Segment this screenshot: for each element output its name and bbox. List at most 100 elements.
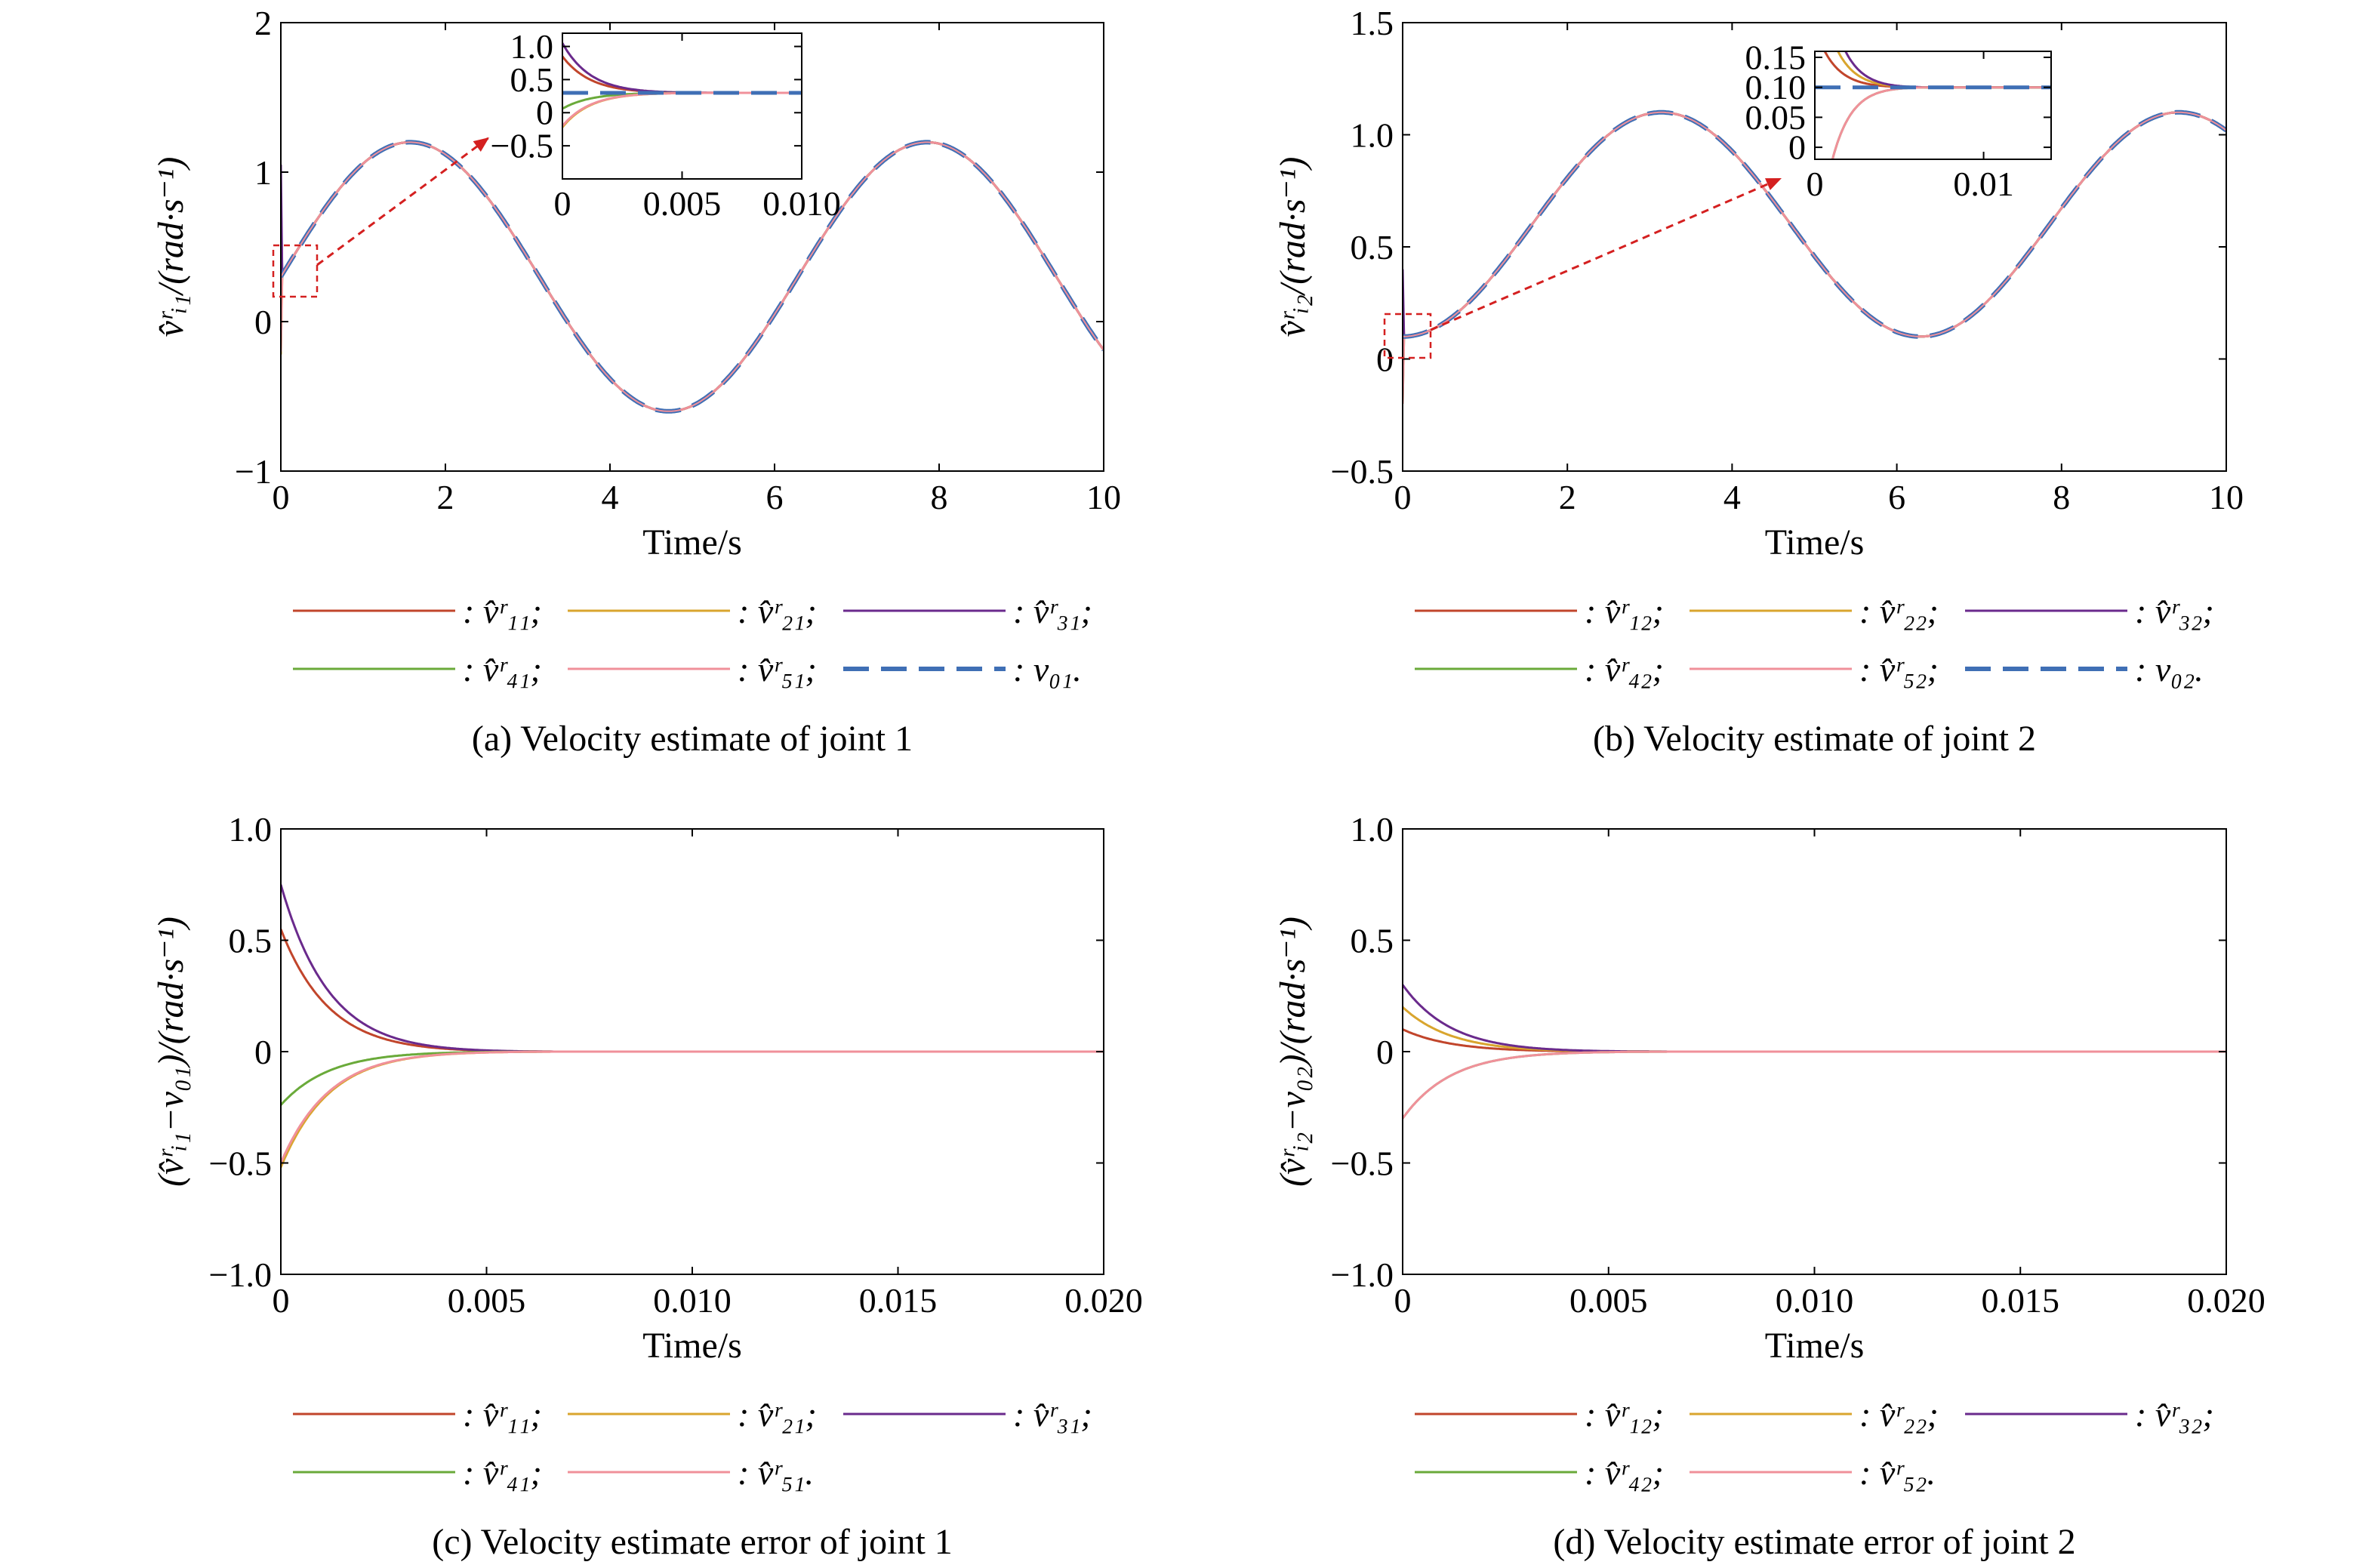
axis-ytick-label: −0.5: [209, 1144, 272, 1183]
axis-xtick-label: 0: [1394, 1281, 1412, 1320]
inset-ytick-label: 0.5: [510, 60, 554, 99]
series-line: [281, 140, 1104, 413]
inset-b: 0 0.01 0.150.100.050: [1745, 38, 2052, 203]
series-line: [281, 884, 1104, 1053]
series-line: [281, 929, 1104, 1053]
series-line: [1403, 984, 2226, 1053]
legend-entry: : v̂ʳ₃₁;: [843, 1395, 1092, 1434]
legend-label: : v̂ʳ₂₁;: [738, 592, 817, 630]
axis-ytick-label: −0.5: [1331, 452, 1394, 491]
axis-xtick-label: 0.015: [1982, 1281, 2060, 1320]
plot-area: [281, 140, 1104, 414]
legend-entry: : v̂ʳ₁₁;: [293, 592, 542, 630]
inset-xtick-label: 0.010: [762, 184, 841, 223]
y-axis-label: (v̂ʳᵢ₁−v₀₁)/(rad·s⁻¹): [151, 916, 191, 1187]
legend-label: : v̂ʳ₅₁.: [738, 1453, 814, 1492]
legend-entry: : v₀₂.: [1965, 650, 2204, 689]
legend-label: : v̂ʳ₄₁;: [463, 1453, 542, 1492]
zoom-arrow-line: [316, 136, 490, 266]
inset-ytick-label: 0: [536, 94, 553, 132]
axis-xtick-label: 0: [273, 1281, 290, 1320]
zoom-box: [272, 244, 319, 298]
axis-xtick-label: 0.005: [1569, 1281, 1648, 1320]
axis-xtick-label: 10: [1086, 478, 1121, 516]
series-line: [281, 140, 1104, 413]
plot-area: [281, 884, 1104, 1168]
x-axis-label: Time/s: [1765, 1326, 1865, 1366]
legend-label: : v̂ʳ₄₁;: [463, 650, 542, 689]
axis-ytick-label: 0: [254, 1033, 272, 1071]
legend-entry: : v̂ʳ₃₂;: [1965, 592, 2214, 630]
legend-label: : v₀₁.: [1013, 650, 1082, 689]
axis-xtick-label: 6: [1888, 478, 1905, 516]
inset-xtick-label: 0: [1807, 165, 1824, 203]
y-axis-label: v̂ʳᵢ₂/(rad·s⁻¹): [1273, 157, 1313, 337]
series-line: [281, 1050, 1104, 1164]
panel-caption: (c) Velocity estimate error of joint 1: [432, 1522, 953, 1562]
legend-entry: : v̂ʳ₅₁.: [568, 1453, 814, 1492]
axis-xtick-label: 0: [273, 478, 290, 516]
legend-entry: : v̂ʳ₁₂;: [1415, 1395, 1664, 1434]
axis-xtick-label: 8: [931, 478, 948, 516]
legend-entry: : v̂ʳ₅₂;: [1690, 650, 1939, 689]
legend-entry: : v₀₁.: [843, 650, 1082, 689]
panel-d: 0 0.005 0.010 0.015 0.020 −1.0 −0.5 0 0.5 1.0 Time…: [1273, 810, 2266, 1562]
axis-ytick-label: −0.5: [1331, 1144, 1394, 1183]
legend-label: : v̂ʳ₂₁;: [738, 1395, 817, 1434]
axis-ytick-label: 1.0: [1351, 116, 1394, 155]
axis-xtick-label: 8: [2053, 478, 2070, 516]
legend-label: : v̂ʳ₁₂;: [1585, 592, 1664, 630]
axis-xtick-label: 0.010: [1776, 1281, 1854, 1320]
axis-ytick-label: 0: [1376, 340, 1394, 379]
inset-bg: [1815, 51, 2051, 159]
legend-entry: : v̂ʳ₄₂;: [1415, 1453, 1664, 1492]
inset-ytick-label: 0.15: [1745, 38, 1807, 76]
axis-ytick-label: −1.0: [1331, 1255, 1394, 1294]
legend-entry: : v̂ʳ₃₂;: [1965, 1395, 2214, 1434]
legend-entry: : v̂ʳ₂₁;: [568, 1395, 817, 1434]
axis-xtick-label: 0.020: [2187, 1281, 2266, 1320]
x-axis-label: Time/s: [642, 1326, 742, 1366]
legend-entry: : v̂ʳ₃₁;: [843, 592, 1092, 630]
inset-ytick-label: 0: [1788, 128, 1806, 167]
inset-frame: [1814, 51, 2052, 160]
axis-ytick-label: 2: [254, 4, 272, 42]
panel-b: 0 2 4 6 8 10−0.500.51.01.5Time/sv̂ʳᵢ₂/(rad·s⁻…: [1273, 4, 2244, 759]
inset-bg: [562, 33, 802, 179]
zoom-arrow-head: [473, 137, 489, 152]
axis-xtick-label: 0.005: [448, 1281, 526, 1320]
series-line: [1403, 1050, 2226, 1120]
plot-area: [1403, 109, 2226, 404]
inset-ytick-label: −0.5: [491, 127, 553, 165]
axis-xtick-label: 4: [602, 478, 619, 516]
axis-ytick-label: 1.0: [229, 810, 273, 849]
axis-xtick-label: 2: [1559, 478, 1576, 516]
series-line: [281, 140, 1104, 413]
axis-xtick-label: 0.015: [859, 1281, 938, 1320]
inset-plot-area: [1815, 51, 2051, 159]
legend-label: : v̂ʳ₄₂;: [1585, 1453, 1664, 1492]
legend-entry: : v̂ʳ₅₁;: [568, 650, 817, 689]
zoom-arrow-head: [1765, 178, 1782, 190]
axis-ytick-label: 1: [254, 153, 272, 192]
inset-ytick-label: 1.0: [510, 27, 554, 66]
legend-label: : v̂ʳ₂₂;: [1859, 1395, 1939, 1434]
series-line: [1403, 1006, 2226, 1053]
axis-ytick-label: 0: [254, 303, 272, 341]
axis-frame: [280, 22, 1104, 472]
inset-ytick-label: 0.05: [1745, 98, 1807, 137]
axis-ytick-label: 1.0: [1351, 810, 1394, 849]
series-line-overlay: [1403, 111, 2226, 337]
series-line: [281, 140, 1104, 413]
legend-entry: : v̂ʳ₁₂;: [1415, 592, 1664, 630]
legend-entry: : v̂ʳ₄₁;: [293, 650, 542, 689]
legend-label: : v̂ʳ₁₂;: [1585, 1395, 1664, 1434]
inset-xtick-label: 0.01: [1953, 165, 2014, 203]
panel-caption: (d) Velocity estimate error of joint 2: [1553, 1522, 2075, 1562]
inset-xtick-label: 0: [554, 184, 571, 223]
legend-label: : v̂ʳ₁₁;: [463, 592, 542, 630]
legend-label: : v̂ʳ₃₁;: [1013, 1395, 1092, 1434]
